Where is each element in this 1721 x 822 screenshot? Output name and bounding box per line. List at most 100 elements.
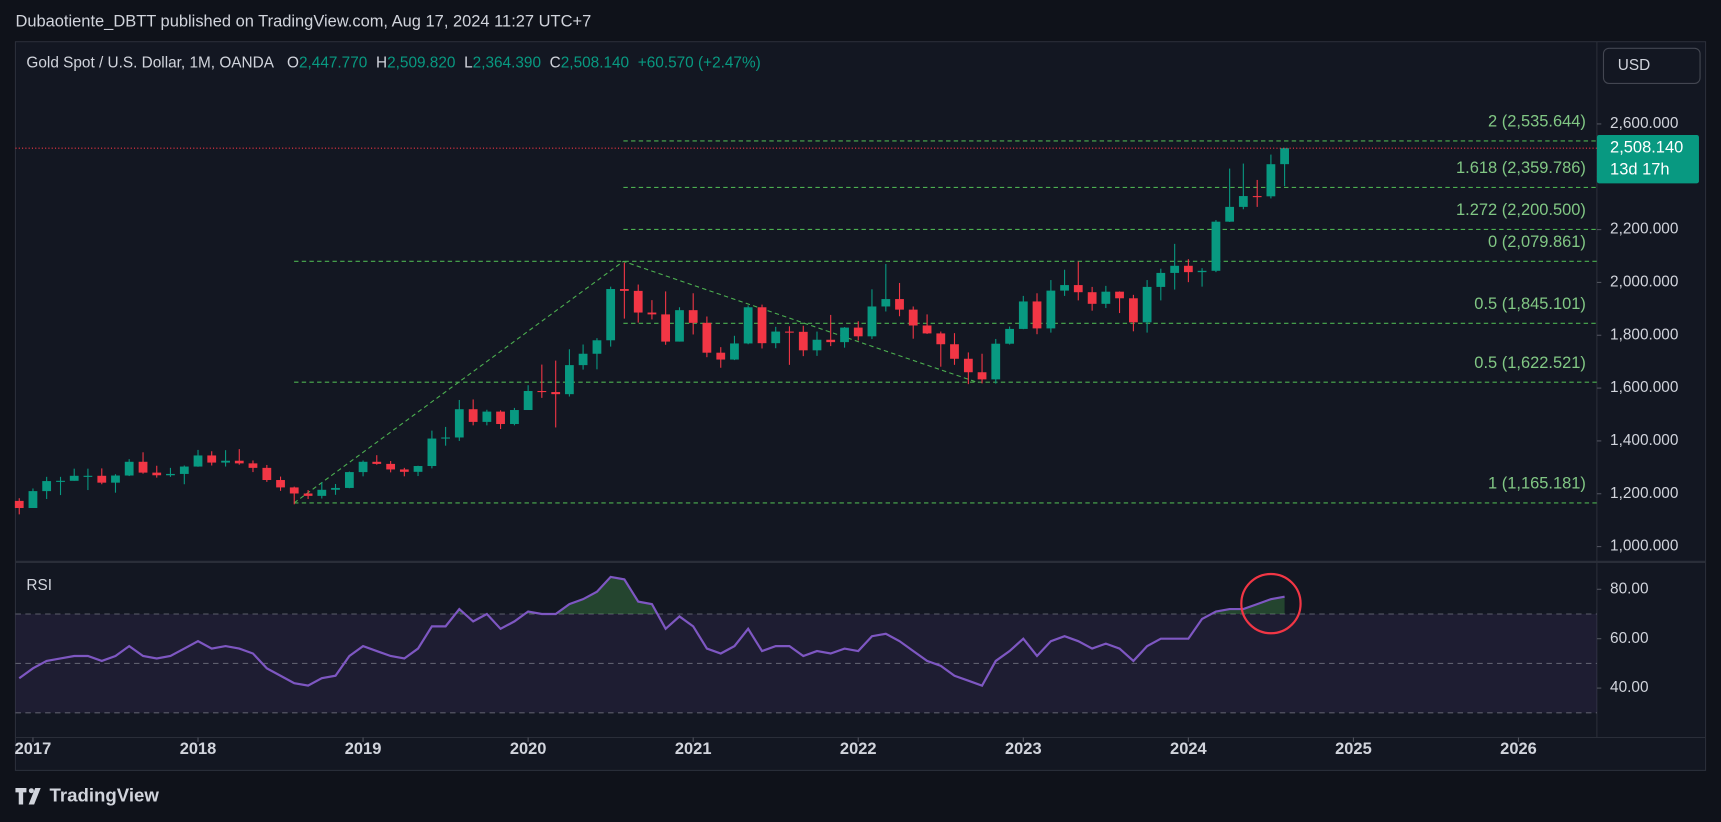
candle-body <box>785 331 794 333</box>
candle-body <box>661 314 671 342</box>
candle-body <box>1073 285 1083 293</box>
candle-body <box>757 307 767 344</box>
candle-body <box>1225 206 1235 222</box>
candle-body <box>633 290 643 313</box>
candle-body <box>1280 148 1289 165</box>
y-tick-label: 40.00 <box>1610 679 1648 696</box>
candle-body <box>523 390 533 411</box>
candle-body <box>991 343 1001 380</box>
candle-body <box>771 331 781 344</box>
candle-body <box>482 411 492 422</box>
candle-body <box>619 289 629 291</box>
x-tick-label: 2019 <box>345 740 382 758</box>
candle-body <box>56 480 65 482</box>
candle-body <box>867 306 877 337</box>
candle-body <box>922 325 932 334</box>
candle-body <box>1060 285 1069 291</box>
brand-logo <box>15 787 41 805</box>
x-tick-label: 2025 <box>1335 740 1372 758</box>
candle-body <box>537 390 547 393</box>
legend-close: 2,508.140 <box>561 55 629 72</box>
candle-body <box>1156 272 1166 287</box>
countdown-label: 13d 17h <box>1610 160 1669 178</box>
candle-body <box>950 344 959 359</box>
candle-body <box>688 310 698 323</box>
candle-body <box>152 472 162 476</box>
legend-key: C <box>550 55 561 72</box>
y-tick-label: 1,000.000 <box>1610 538 1678 555</box>
candle-body <box>276 480 285 488</box>
candle-body <box>468 409 478 422</box>
candle-body <box>1101 291 1111 304</box>
y-tick-label: 80.00 <box>1610 580 1648 597</box>
candle-body <box>1005 328 1015 344</box>
candle-body <box>592 340 602 354</box>
candle-body <box>427 438 437 467</box>
y-tick-label: 2,600.000 <box>1610 115 1678 132</box>
candle-body <box>344 472 354 488</box>
candle-body <box>124 461 134 476</box>
candle-body <box>826 339 836 343</box>
candle-body <box>28 491 38 509</box>
candle-body <box>1266 164 1276 197</box>
candle-body <box>1142 286 1152 323</box>
symbol-title: Gold Spot / U.S. Dollar, 1M, OANDA <box>26 55 274 72</box>
candle-body <box>441 437 450 439</box>
fib-label: 0 (2,079.861) <box>1488 233 1586 251</box>
candle-body <box>1087 292 1097 304</box>
candle-body <box>675 310 684 342</box>
currency-button[interactable] <box>1602 47 1701 84</box>
candle-body <box>1046 290 1056 329</box>
candle-body <box>166 473 175 476</box>
y-tick-label: 2,000.000 <box>1610 273 1678 290</box>
candle-body <box>908 309 918 326</box>
candle-body <box>510 410 519 425</box>
candle-body <box>14 500 24 509</box>
legend-key: O <box>287 55 299 72</box>
legend-key: H <box>376 55 387 72</box>
legend-open: 2,447.770 <box>299 55 367 72</box>
candle-body <box>358 461 368 473</box>
candle-body <box>798 331 808 351</box>
x-tick-label: 2023 <box>1005 740 1042 758</box>
candle-body <box>386 463 396 470</box>
candle-body <box>963 358 973 373</box>
candle-body <box>262 467 272 481</box>
x-tick-label: 2024 <box>1170 740 1207 758</box>
fib-label: 0.5 (1,622.521) <box>1474 354 1586 372</box>
trend-line <box>293 260 977 504</box>
y-tick-label: 1,200.000 <box>1610 485 1678 502</box>
candle-body <box>881 299 891 307</box>
currency-label[interactable]: USD <box>1618 57 1650 74</box>
candle-body <box>454 409 464 438</box>
candle-body <box>716 352 726 360</box>
candle-body <box>234 460 244 464</box>
candle-body <box>289 487 299 494</box>
candle-body <box>138 461 148 473</box>
last-price-box <box>1596 135 1699 184</box>
candle-body <box>331 487 340 490</box>
legend-change: +60.570 (+2.47%) <box>638 55 761 72</box>
y-tick-label: 2,200.000 <box>1610 221 1678 238</box>
candle-body <box>83 475 93 477</box>
candle-body <box>111 475 120 483</box>
overbought-fill <box>19 576 1285 614</box>
publisher-header: Dubaotiente_DBTT published on TradingVie… <box>15 12 591 30</box>
fib-label: 0.5 (1,845.101) <box>1474 295 1586 313</box>
candle-body <box>606 289 616 341</box>
candle-body <box>179 466 189 474</box>
candle-body <box>372 461 382 464</box>
candle-body <box>1183 265 1193 273</box>
candle-body <box>42 481 52 492</box>
candle-body <box>399 469 409 472</box>
candle-body <box>812 339 822 351</box>
x-tick-label: 2021 <box>675 740 712 758</box>
logo-mark <box>15 787 41 805</box>
candle-body <box>853 327 863 337</box>
fib-label: 1 (1,165.181) <box>1488 475 1586 493</box>
brand-name: TradingView <box>49 785 159 806</box>
candle-body <box>840 327 849 343</box>
candle-body <box>97 475 107 483</box>
